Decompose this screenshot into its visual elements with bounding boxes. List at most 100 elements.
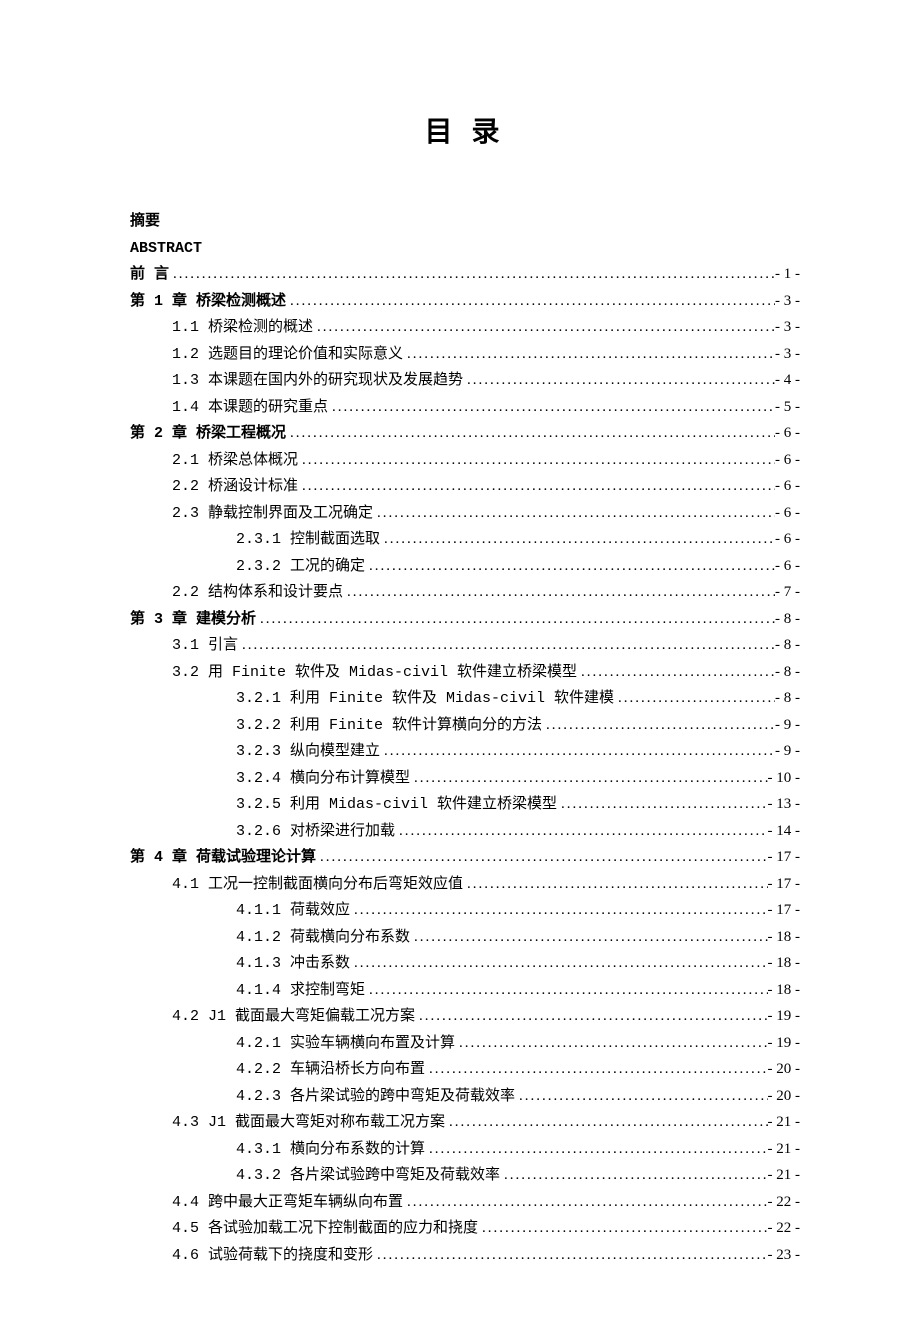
toc-entry-text: 4.4 跨中最大正弯矩车辆纵向布置 — [172, 1192, 403, 1215]
toc-entry-text: 2.3 静载控制界面及工况确定 — [172, 503, 373, 526]
toc-entry-page: - 22 - — [768, 1217, 801, 1240]
toc-leader — [365, 555, 775, 578]
toc-entry-page: - 18 - — [768, 952, 801, 975]
toc-entry-page: - 1 - — [775, 263, 800, 286]
toc-entry-text: 第 4 章 荷载试验理论计算 — [130, 847, 316, 870]
toc-entry-text: 4.3.1 横向分布系数的计算 — [236, 1139, 425, 1162]
toc-entry-page: - 5 - — [775, 396, 800, 419]
toc-entry-text: 4.2.3 各片梁试验的跨中弯矩及荷载效率 — [236, 1086, 515, 1109]
toc-entry: 3.2 用 Finite 软件及 Midas-civil 软件建立桥梁模型- 8… — [130, 661, 800, 685]
toc-entry: 4.3.2 各片梁试验跨中弯矩及荷载效率- 21 - — [130, 1164, 800, 1188]
toc-entry: 1.1 桥梁检测的概述 - 3 - — [130, 316, 800, 340]
toc-leader — [380, 740, 775, 763]
toc-entry-page: - 4 - — [775, 369, 800, 392]
toc-entry-page: - 8 - — [775, 687, 800, 710]
toc-entry: 4.5 各试验加载工况下控制截面的应力和挠度 - 22 - — [130, 1217, 800, 1241]
toc-entry-text: 第 3 章 建模分析 — [130, 609, 256, 632]
toc-entry: 第 3 章 建模分析- 8 - — [130, 608, 800, 632]
toc-leader — [577, 661, 775, 684]
toc-entry-page: - 9 - — [775, 740, 800, 763]
toc-entry-text: 前 言 — [130, 264, 169, 287]
toc-entry-text: 4.1.2 荷载横向分布系数 — [236, 927, 410, 950]
toc-entry: 4.1.4 求控制弯矩- 18 - — [130, 979, 800, 1003]
toc-leader — [415, 1005, 767, 1028]
toc-entry-page: - 17 - — [768, 899, 801, 922]
toc-entry-page: - 10 - — [768, 767, 801, 790]
toc-entry-page: - 8 - — [775, 634, 800, 657]
toc-entry: 4.3.1 横向分布系数的计算 - 21 - — [130, 1138, 800, 1162]
toc-leader — [169, 263, 775, 286]
toc-entry-page: - 3 - — [775, 343, 800, 366]
toc-entry: 4.4 跨中最大正弯矩车辆纵向布置 - 22 - — [130, 1191, 800, 1215]
toc-entry-page: - 3 - — [775, 316, 800, 339]
toc-entry-page: - 22 - — [768, 1191, 801, 1214]
toc-entry-text: 3.2.6 对桥梁进行加载 — [236, 821, 395, 844]
toc-entry: 4.6 试验荷载下的挠度和变形 - 23 - — [130, 1244, 800, 1268]
toc-leader — [256, 608, 775, 631]
toc-entry-page: - 23 - — [768, 1244, 801, 1267]
toc-entry-text: 2.2 结构体系和设计要点 — [172, 582, 343, 605]
toc-entry-text: 摘要 — [130, 211, 160, 234]
toc-entry-text: 3.2.1 利用 Finite 软件及 Midas-civil 软件建模 — [236, 688, 614, 711]
toc-entry: 1.3 本课题在国内外的研究现状及发展趋势- 4 - — [130, 369, 800, 393]
toc-entry: 4.1.1 荷载效应 - 17 - — [130, 899, 800, 923]
toc-entry-page: - 14 - — [768, 820, 801, 843]
toc-entry: 3.1 引言- 8 - — [130, 634, 800, 658]
toc-entry: 4.2.3 各片梁试验的跨中弯矩及荷载效率 - 20 - — [130, 1085, 800, 1109]
toc-leader — [365, 979, 767, 1002]
toc-entry-text: 3.2.3 纵向模型建立 — [236, 741, 380, 764]
toc-entry-page: - 7 - — [775, 581, 800, 604]
toc-entry-page: - 20 - — [768, 1085, 801, 1108]
toc-entry-text: 2.3.1 控制截面选取 — [236, 529, 380, 552]
toc-entry-page: - 19 - — [768, 1005, 801, 1028]
toc-entry-text: 4.1.1 荷载效应 — [236, 900, 350, 923]
toc-entry: 2.2 桥涵设计标准 - 6 - — [130, 475, 800, 499]
toc-leader — [445, 1111, 767, 1134]
toc-entry: 2.1 桥梁总体概况- 6 - — [130, 449, 800, 473]
toc-leader — [350, 899, 767, 922]
toc-entry: 第 2 章 桥梁工程概况- 6 - — [130, 422, 800, 446]
toc-leader — [395, 820, 767, 843]
toc-entry: 4.1 工况一控制截面横向分布后弯矩效应值- 17 - — [130, 873, 800, 897]
toc-leader — [425, 1058, 767, 1081]
toc-entry-text: 1.2 选题目的理论价值和实际意义 — [172, 344, 403, 367]
toc-entry-page: - 21 - — [768, 1138, 801, 1161]
toc-entry: 1.2 选题目的理论价值和实际意义 - 3 - — [130, 343, 800, 367]
toc-leader — [463, 873, 767, 896]
toc-leader — [410, 926, 767, 949]
toc-leader — [373, 1244, 767, 1267]
toc-entry: 4.1.2 荷载横向分布系数 - 18 - — [130, 926, 800, 950]
toc-leader — [500, 1164, 767, 1187]
toc-entry-text: 1.1 桥梁检测的概述 — [172, 317, 313, 340]
toc-entry-page: - 18 - — [768, 979, 801, 1002]
toc-entry-text: 4.6 试验荷载下的挠度和变形 — [172, 1245, 373, 1268]
toc-entry: 3.2.2 利用 Finite 软件计算横向分的方法- 9 - — [130, 714, 800, 738]
toc-entry: 1.4 本课题的研究重点- 5 - — [130, 396, 800, 420]
toc-entry: 第 1 章 桥梁检测概述- 3 - — [130, 290, 800, 314]
toc-entry-page: - 8 - — [775, 661, 800, 684]
toc-leader — [410, 767, 767, 790]
toc-leader — [403, 1191, 767, 1214]
toc-entry: 摘要 — [130, 210, 800, 234]
toc-entry: 4.1.3 冲击系数- 18 - — [130, 952, 800, 976]
toc-title: 目 录 — [130, 110, 800, 150]
toc-leader — [298, 475, 775, 498]
toc-entry: 第 4 章 荷载试验理论计算- 17 - — [130, 846, 800, 870]
toc-leader — [380, 528, 775, 551]
toc-entry: 3.2.4 横向分布计算模型- 10 - — [130, 767, 800, 791]
toc-entry-page: - 20 - — [768, 1058, 801, 1081]
toc-entry-text: 3.2.2 利用 Finite 软件计算横向分的方法 — [236, 715, 542, 738]
toc-entry-page: - 19 - — [768, 1032, 801, 1055]
toc-entry-text: 2.2 桥涵设计标准 — [172, 476, 298, 499]
toc-leader — [373, 502, 775, 525]
toc-entry: 2.3.2 工况的确定- 6 - — [130, 555, 800, 579]
toc-entry: ABSTRACT — [130, 237, 800, 261]
toc-leader — [328, 396, 775, 419]
toc-entry-page: - 6 - — [775, 449, 800, 472]
toc-entry-text: 4.5 各试验加载工况下控制截面的应力和挠度 — [172, 1218, 478, 1241]
toc-entry-text: 4.3.2 各片梁试验跨中弯矩及荷载效率 — [236, 1165, 500, 1188]
toc-entry-text: ABSTRACT — [130, 238, 202, 261]
table-of-contents: 摘要ABSTRACT前 言- 1 -第 1 章 桥梁检测概述- 3 -1.1 桥… — [130, 210, 800, 1267]
toc-entry-page: - 18 - — [768, 926, 801, 949]
toc-entry-page: - 6 - — [775, 475, 800, 498]
